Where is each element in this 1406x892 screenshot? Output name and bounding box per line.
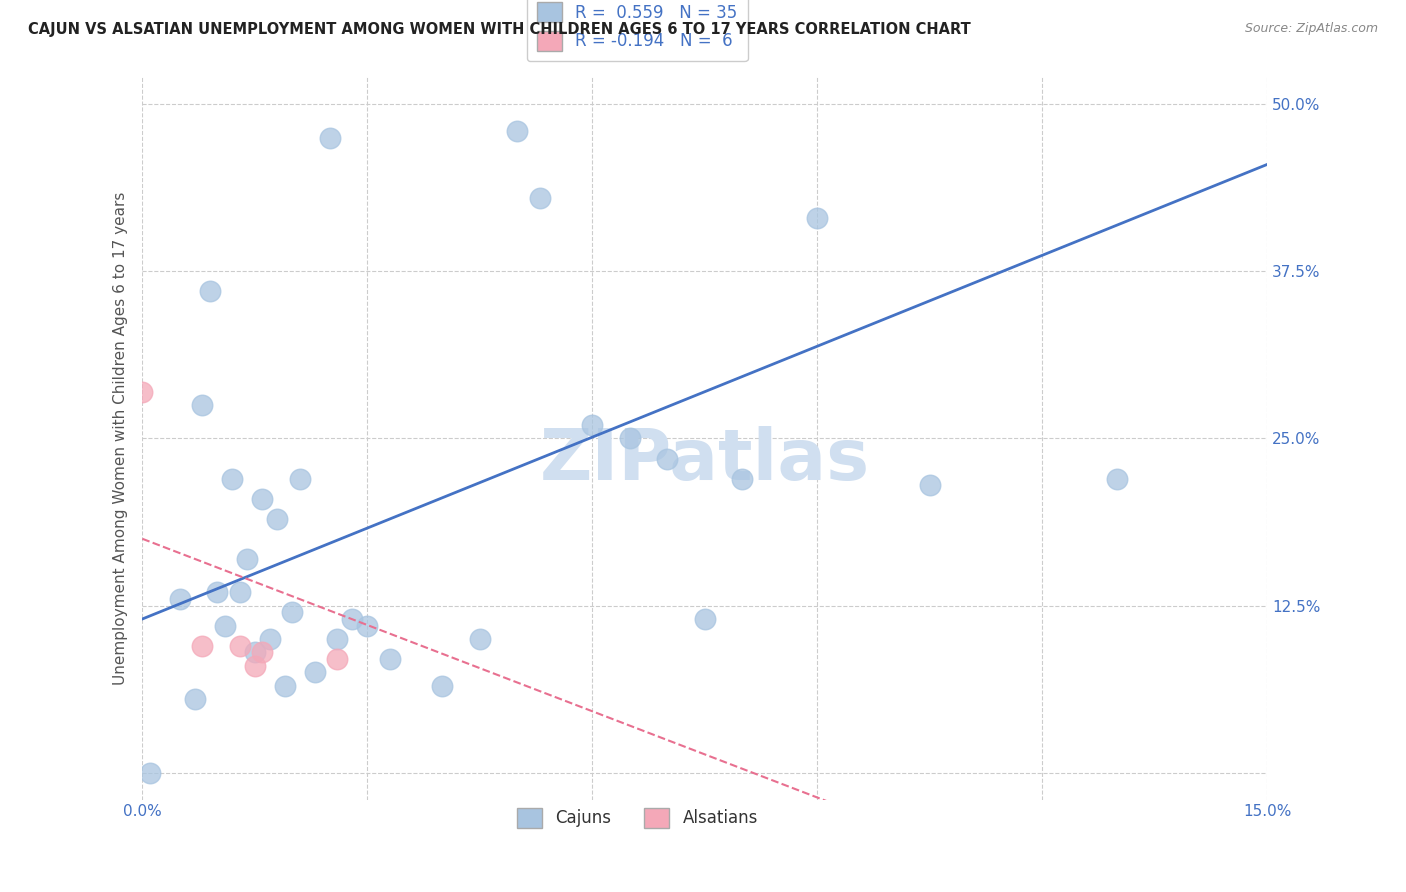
Point <box>529 191 551 205</box>
Point <box>918 478 941 492</box>
Point <box>319 130 342 145</box>
Point <box>342 612 364 626</box>
Point <box>191 639 214 653</box>
Point <box>229 639 252 653</box>
Point <box>378 652 401 666</box>
Point <box>274 679 297 693</box>
Point <box>184 692 207 706</box>
Point <box>252 645 274 659</box>
Y-axis label: Unemployment Among Women with Children Ages 6 to 17 years: Unemployment Among Women with Children A… <box>114 192 128 685</box>
Point <box>581 418 603 433</box>
Point <box>468 632 491 646</box>
Legend: Cajuns, Alsatians: Cajuns, Alsatians <box>510 801 765 835</box>
Point <box>326 632 349 646</box>
Point <box>243 658 266 673</box>
Point <box>214 618 236 632</box>
Point <box>326 652 349 666</box>
Point <box>731 472 754 486</box>
Point <box>619 432 641 446</box>
Text: CAJUN VS ALSATIAN UNEMPLOYMENT AMONG WOMEN WITH CHILDREN AGES 6 TO 17 YEARS CORR: CAJUN VS ALSATIAN UNEMPLOYMENT AMONG WOM… <box>28 22 972 37</box>
Point <box>281 605 304 619</box>
Point <box>304 665 326 680</box>
Point <box>252 491 274 506</box>
Point <box>221 472 243 486</box>
Point <box>288 472 311 486</box>
Point <box>229 585 252 599</box>
Point <box>191 398 214 412</box>
Point <box>356 618 378 632</box>
Point <box>198 285 221 299</box>
Text: Source: ZipAtlas.com: Source: ZipAtlas.com <box>1244 22 1378 36</box>
Point <box>1107 472 1129 486</box>
Point <box>259 632 281 646</box>
Point <box>657 451 679 466</box>
Point <box>139 765 162 780</box>
Point <box>432 679 454 693</box>
Point <box>506 124 529 138</box>
Text: ZIPatlas: ZIPatlas <box>540 425 870 495</box>
Point <box>243 645 266 659</box>
Point <box>131 384 153 399</box>
Point <box>266 512 288 526</box>
Point <box>693 612 716 626</box>
Point <box>806 211 828 225</box>
Point <box>169 591 191 606</box>
Point <box>207 585 229 599</box>
Point <box>236 551 259 566</box>
